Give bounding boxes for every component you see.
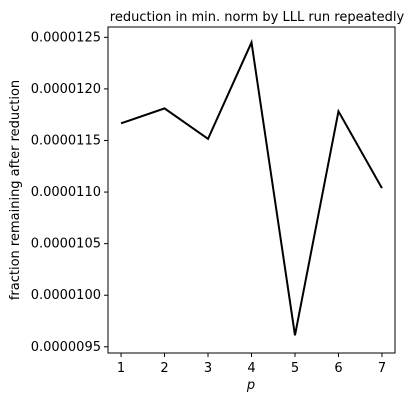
- x-tick-label: 4: [247, 361, 255, 376]
- plot-frame: [107, 26, 396, 354]
- x-axis: 1 2 3 4 5 6 7: [117, 353, 386, 376]
- plot-area: [107, 26, 396, 354]
- y-tick-label: 0.0000115: [31, 133, 101, 148]
- x-axis-label: p: [246, 378, 255, 393]
- series-layer: [120, 38, 383, 336]
- x-tick-label: 7: [378, 361, 386, 376]
- y-axis-label: fraction remaining after reduction: [8, 80, 23, 300]
- chart-title: reduction in min. norm by LLL run repeat…: [110, 10, 405, 25]
- x-tick-label: 5: [291, 361, 299, 376]
- y-tick-label: 0.0000095: [31, 340, 101, 355]
- y-tick-label: 0.0000100: [31, 288, 101, 303]
- y-tick-label: 0.0000120: [31, 82, 101, 97]
- x-tick-label: 3: [204, 361, 212, 376]
- y-axis: 0.0000095 0.0000100 0.0000105 0.0000110 0.00…: [31, 30, 108, 355]
- x-tick-label: 1: [117, 361, 125, 376]
- x-tick-label: 6: [334, 361, 342, 376]
- y-tick-label: 0.0000105: [31, 237, 101, 252]
- y-tick-label: 0.0000125: [31, 30, 101, 45]
- series-line: [120, 38, 383, 336]
- y-tick-label: 0.0000110: [31, 185, 101, 200]
- x-tick-label: 2: [160, 361, 168, 376]
